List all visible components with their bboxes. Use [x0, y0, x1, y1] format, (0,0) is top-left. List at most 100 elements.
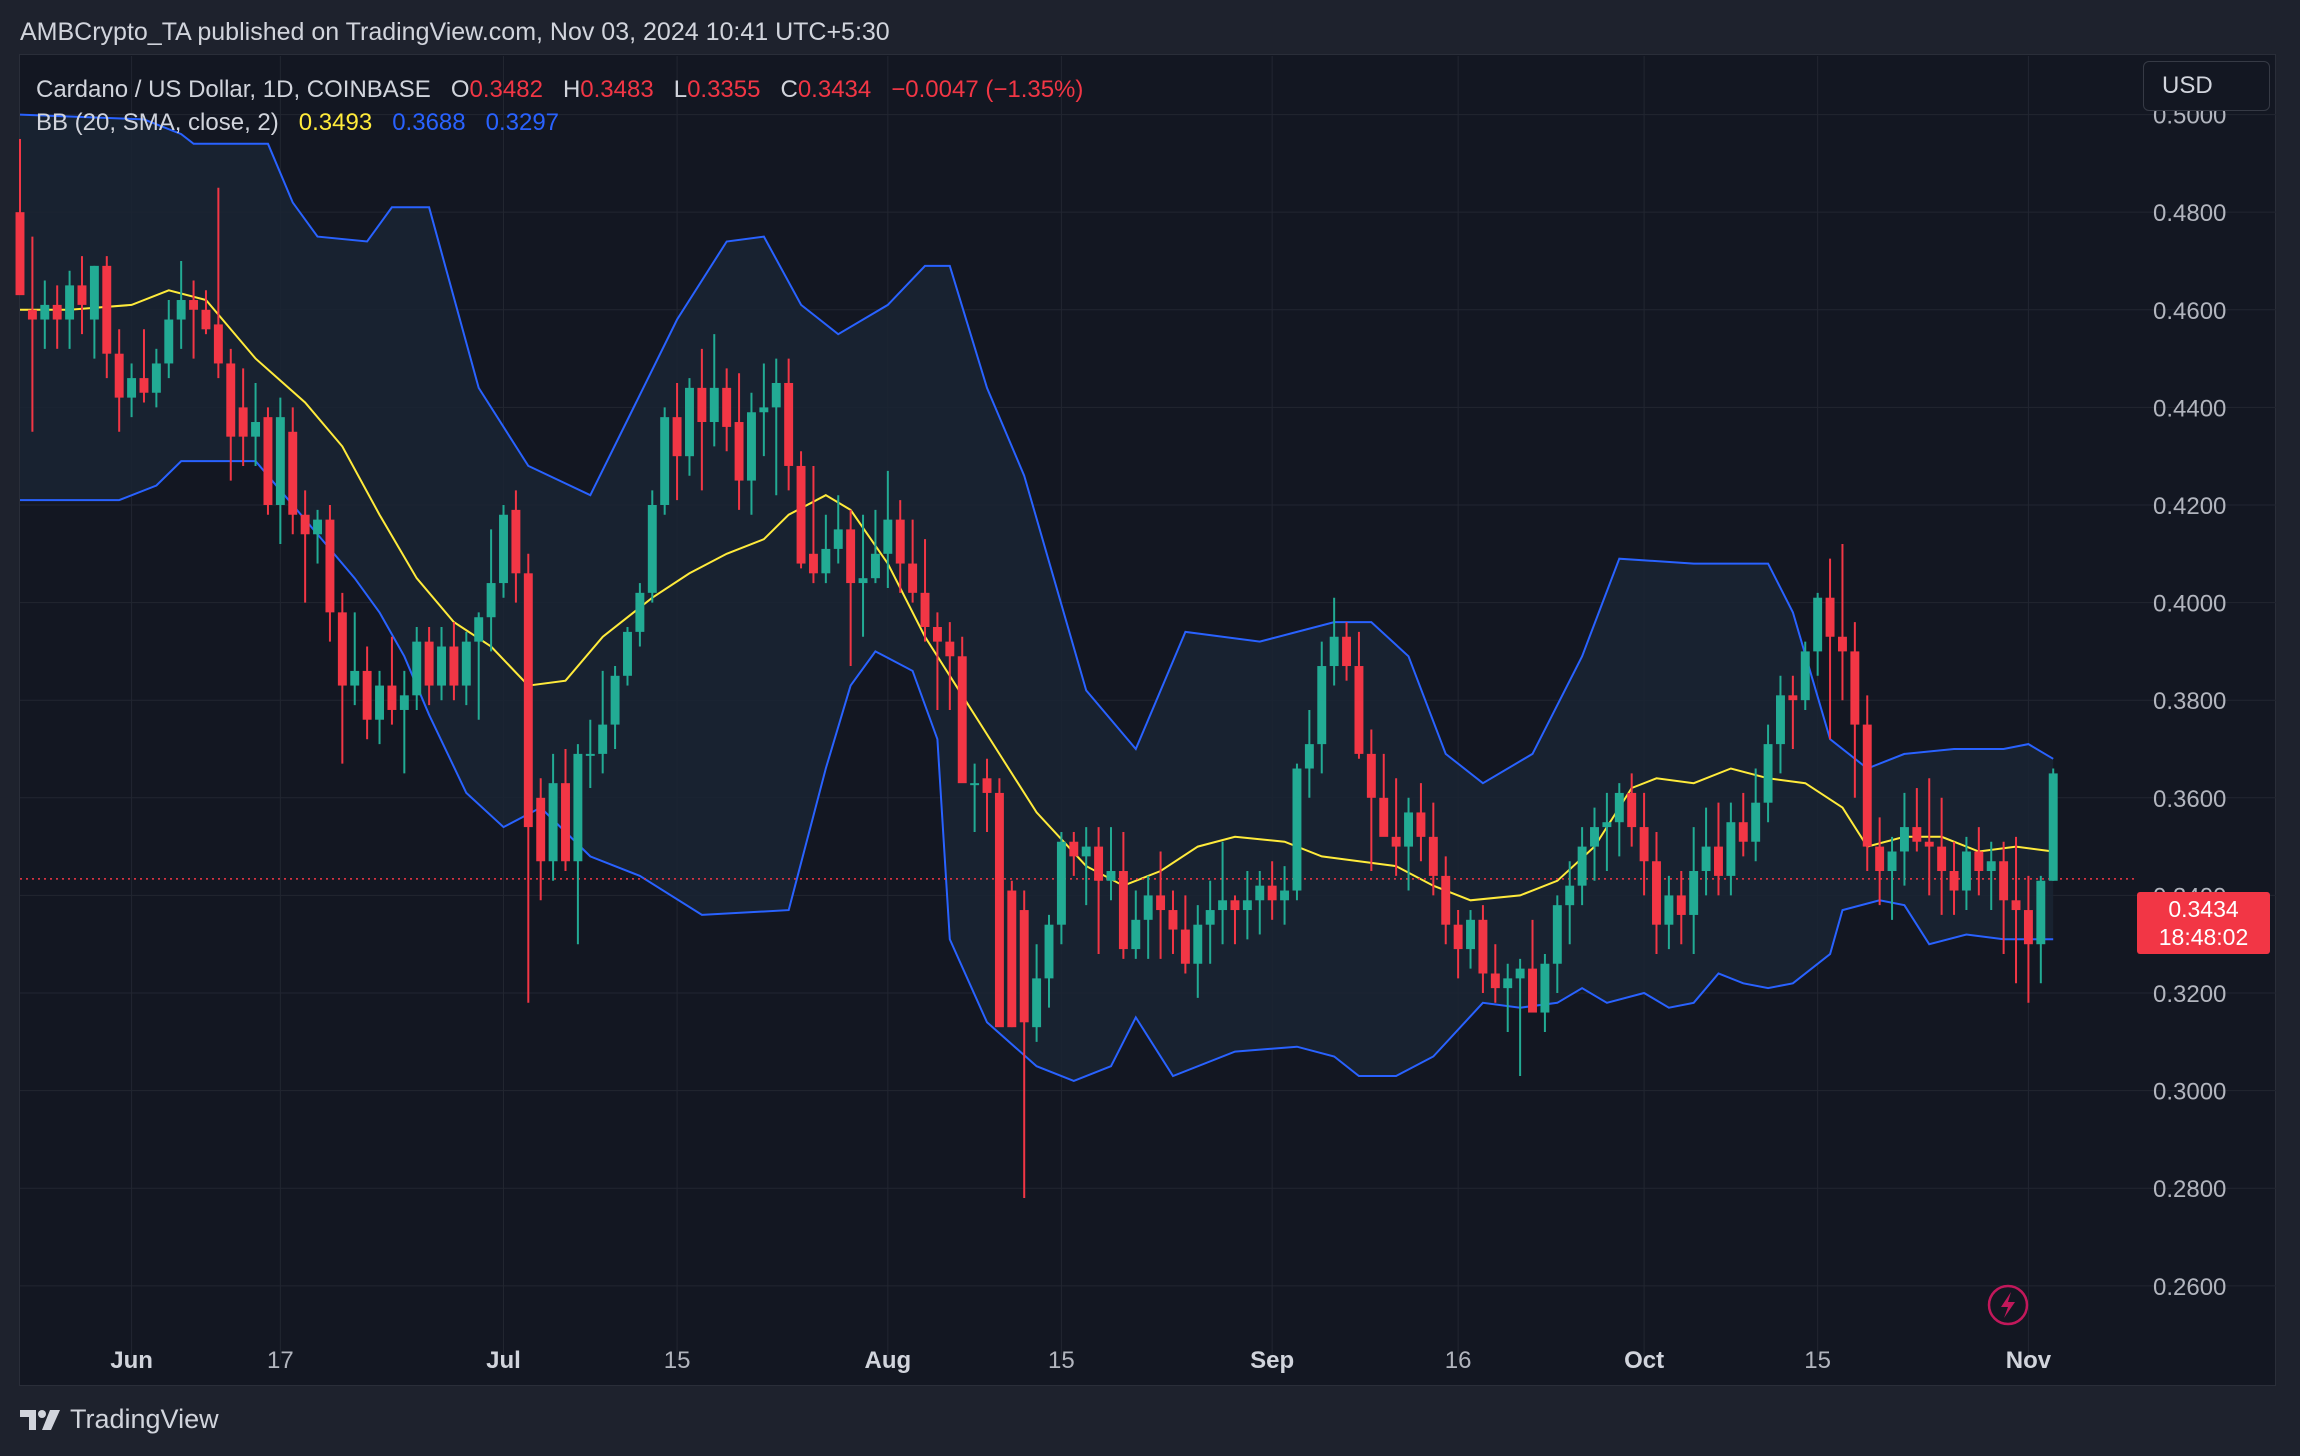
candle-body [1056, 841, 1066, 925]
x-tick-label: 16 [1445, 1347, 1472, 1374]
candle [201, 290, 211, 335]
y-tick-label: 0.3000 [2153, 1079, 2226, 1106]
candle [1528, 919, 1537, 1013]
candle [2036, 875, 2046, 984]
candle [523, 553, 533, 1003]
candle-body [1726, 822, 1736, 876]
candle [2023, 875, 2033, 1003]
candle [1937, 797, 1947, 915]
candle [40, 280, 50, 349]
candle-body [399, 695, 409, 710]
candle [1032, 944, 1042, 1042]
candle [1639, 792, 1649, 896]
candle-body [1466, 919, 1475, 950]
candle-body [1577, 846, 1587, 886]
candle [1379, 753, 1389, 837]
candle [1837, 544, 1847, 701]
high-label: H [562, 76, 581, 103]
candle [1627, 773, 1637, 847]
candle-body [300, 514, 310, 535]
candle [1466, 910, 1475, 969]
candle [771, 358, 781, 496]
candle [1689, 827, 1699, 954]
candle-body [1540, 963, 1550, 1013]
candle [1428, 802, 1438, 896]
candle-body [771, 382, 781, 408]
candle [1292, 763, 1302, 901]
candle [1081, 827, 1091, 906]
candle-body [251, 422, 261, 437]
candle [226, 348, 236, 481]
candle-body [796, 465, 806, 564]
candle-body [1776, 695, 1785, 745]
candle [1664, 875, 1674, 950]
low-label: L [673, 76, 688, 103]
candle-body [883, 519, 893, 554]
candle [1143, 875, 1153, 959]
x-tick-label: Jul [486, 1347, 521, 1374]
candle-body [52, 304, 62, 320]
bb-label[interactable]: BB (20, SMA, close, 2) [36, 109, 279, 136]
candle-body [1081, 846, 1091, 857]
x-tick-label: 15 [1048, 1347, 1075, 1374]
candle-body [2023, 910, 2033, 945]
y-tick-label: 0.3200 [2153, 981, 2226, 1008]
candle [1168, 890, 1178, 954]
candle-body [858, 578, 868, 584]
symbol-name[interactable]: Cardano / US Dollar, 1D, COINBASE [36, 76, 431, 103]
candle [647, 490, 657, 603]
candle [437, 626, 446, 701]
candle [1404, 797, 1414, 891]
candle [139, 329, 149, 403]
candle [598, 670, 608, 774]
candle [325, 504, 335, 642]
candle [1862, 695, 1872, 872]
candle-body [15, 212, 25, 296]
tradingview-brand[interactable]: TradingView [20, 1404, 219, 1435]
currency-button[interactable]: USD [2143, 61, 2270, 111]
candle-body [313, 519, 323, 535]
ohlc-legend: Cardano / US Dollar, 1D, COINBASE O0.348… [36, 76, 1083, 104]
candle [1577, 827, 1587, 906]
candle-body [1379, 797, 1389, 837]
candle [15, 138, 25, 296]
candle-body [623, 631, 632, 676]
candle [1453, 910, 1463, 979]
candle-body [1986, 861, 1996, 872]
brand-name: TradingView [70, 1404, 219, 1434]
candle-body [1503, 978, 1513, 989]
candle [461, 631, 471, 706]
candle-body [1602, 822, 1612, 828]
close-label: C [780, 76, 798, 103]
candle [238, 368, 248, 466]
candle [660, 407, 670, 515]
candle [1961, 836, 1971, 911]
open-value: 0.3482 [469, 76, 543, 103]
candle [27, 236, 37, 432]
candle [1813, 592, 1823, 676]
candle [1912, 788, 1922, 852]
candle [1416, 783, 1426, 862]
candle-body [1118, 871, 1128, 950]
candle [1800, 641, 1810, 710]
candle [1875, 817, 1885, 906]
candle [1056, 831, 1066, 945]
bb-basis-value: 0.3493 [298, 109, 373, 136]
candle [784, 358, 794, 491]
candle-body [1366, 753, 1376, 798]
candle-body [1019, 910, 1029, 1023]
price-axis: 0.50000.48000.46000.44000.42000.40000.38… [2153, 103, 2226, 1301]
candle-body [1032, 978, 1042, 1028]
candle-body [821, 548, 831, 574]
lightning-bolt-icon[interactable] [1987, 1284, 2029, 1326]
candle [362, 646, 372, 740]
candle [313, 509, 323, 564]
candle-body [1255, 885, 1265, 901]
candle-body [536, 797, 546, 862]
candle-body [387, 685, 397, 710]
candle-body [1949, 871, 1959, 891]
candle-body [1168, 910, 1178, 930]
candle-body [176, 300, 186, 320]
candle-body [635, 592, 645, 632]
